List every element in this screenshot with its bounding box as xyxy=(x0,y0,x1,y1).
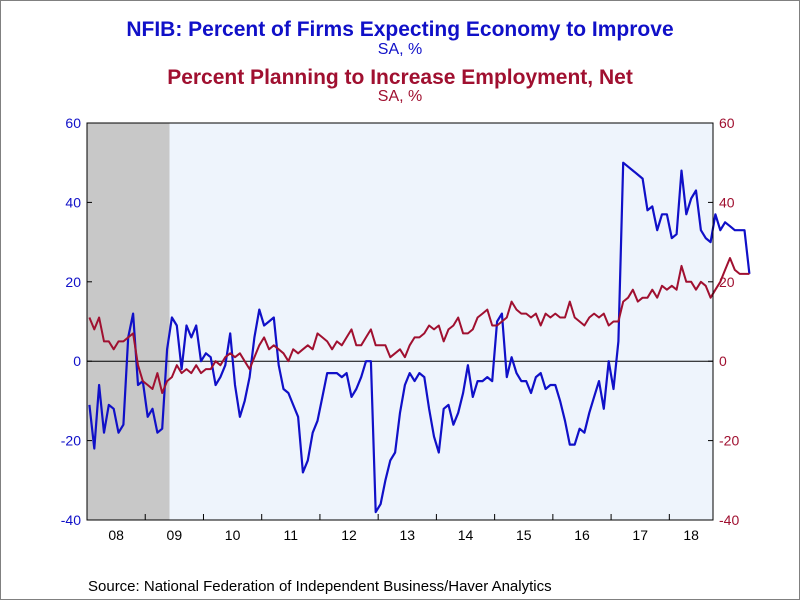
right-axis-tick-label: 0 xyxy=(719,353,727,369)
x-axis-tick-label: 17 xyxy=(632,527,648,543)
left-axis-tick-label: 20 xyxy=(65,274,81,290)
x-axis-tick-label: 14 xyxy=(458,527,474,543)
left-axis-tick-label: -20 xyxy=(61,433,81,449)
chart-subtitle-series2-unit: SA, % xyxy=(377,88,423,105)
right-axis-tick-label: -40 xyxy=(719,512,739,528)
chart-title-series1: NFIB: Percent of Firms Expecting Economy… xyxy=(126,18,674,41)
left-axis-tick-label: -40 xyxy=(61,512,81,528)
x-axis-tick-label: 09 xyxy=(167,527,183,543)
left-axis-tick-label: 40 xyxy=(65,194,81,210)
right-axis-tick-label: 40 xyxy=(719,194,735,210)
left-axis-tick-label: 0 xyxy=(73,353,81,369)
x-axis-tick-label: 12 xyxy=(341,527,357,543)
left-axis-tick-label: 60 xyxy=(65,115,81,131)
x-axis-tick-label: 16 xyxy=(574,527,590,543)
plot-border xyxy=(86,122,714,521)
series-line-employment-plans xyxy=(88,257,750,394)
x-axis-tick-label: 11 xyxy=(284,527,299,543)
x-axis-tick-label: 10 xyxy=(225,527,241,543)
x-axis-tick-label: 13 xyxy=(399,527,415,543)
series-line-economy-improve xyxy=(88,161,751,514)
right-axis-tick-label: 20 xyxy=(719,274,735,290)
right-axis-tick-label: -20 xyxy=(719,433,739,449)
source-note: Source: National Federation of Independe… xyxy=(88,578,552,595)
chart-subtitle-series1-unit: SA, % xyxy=(377,41,423,58)
right-axis-tick-label: 60 xyxy=(719,115,735,131)
x-axis-tick-label: 18 xyxy=(683,527,699,543)
x-axis-tick-label: 15 xyxy=(516,527,532,543)
x-axis-tick-label: 08 xyxy=(108,527,124,543)
chart-title-series2: Percent Planning to Increase Employment,… xyxy=(167,66,633,89)
plot-area xyxy=(87,123,713,520)
